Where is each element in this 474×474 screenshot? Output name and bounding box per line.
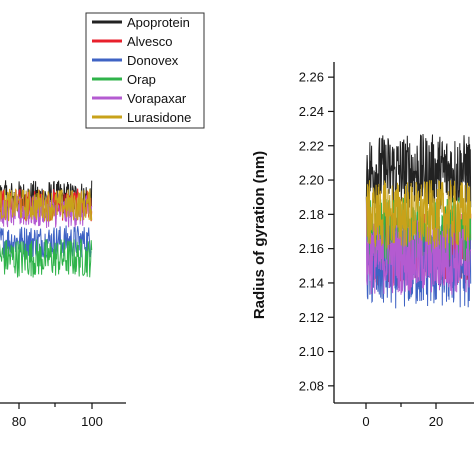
right-y-tick-label-2.26: 2.26 xyxy=(299,70,324,85)
right-series-group xyxy=(365,133,472,309)
right-chart: 2.08 2.10 2.12 2.14 2.16 2.18 2.20 2.22 2.24 2.26… xyxy=(251,62,474,429)
right-y-tick-label-2.08: 2.08 xyxy=(299,378,324,393)
legend: Apoprotein Alvesco Donovex Orap Vorapaxar Lur… xyxy=(85,12,205,129)
right-trace-lurasidone xyxy=(365,180,472,249)
right-y-axis-label: Radius of gyration (nm) xyxy=(251,151,268,319)
right-y-tick-label-2.20: 2.20 xyxy=(299,173,324,188)
left-trace-orap xyxy=(0,238,93,278)
right-y-tick-label-2.24: 2.24 xyxy=(299,104,324,119)
right-trace-vorapaxar xyxy=(365,196,472,295)
right-y-tick-label-2.16: 2.16 xyxy=(299,241,324,256)
legend-items: Apoprotein Alvesco Donovex Orap Vorapaxar Lur… xyxy=(92,15,191,125)
legend-label-apoprotein: Apoprotein xyxy=(127,15,190,30)
legend-label-vorapaxar: Vorapaxar xyxy=(127,91,187,106)
legend-label-alvesco: Alvesco xyxy=(127,34,173,49)
right-y-ticks: 2.08 2.10 2.12 2.14 2.16 2.18 2.20 2.22 2.24 2.26 xyxy=(299,70,334,393)
right-y-tick-label-2.14: 2.14 xyxy=(299,275,324,290)
left-chart: 80 100 xyxy=(0,180,126,429)
legend-label-orap: Orap xyxy=(127,72,156,87)
right-trace-apoprotein xyxy=(365,133,472,210)
right-x-tick-label-0: 0 xyxy=(362,414,369,429)
left-trace-donovex xyxy=(0,225,92,259)
left-x-tick-label-80: 80 xyxy=(12,414,26,429)
right-y-tick-label-2.18: 2.18 xyxy=(299,207,324,222)
right-y-tick-label-2.22: 2.22 xyxy=(299,138,324,153)
right-y-tick-label-2.12: 2.12 xyxy=(299,310,324,325)
left-x-tick-label-100: 100 xyxy=(81,414,103,429)
right-x-tick-label-20: 20 xyxy=(429,414,443,429)
left-trace-lurasidone xyxy=(0,188,93,222)
left-trace-apoprotein xyxy=(0,180,93,217)
left-series-group xyxy=(0,180,93,278)
right-y-tick-label-2.10: 2.10 xyxy=(299,344,324,359)
legend-label-lurasidone: Lurasidone xyxy=(127,110,191,125)
legend-label-donovex: Donovex xyxy=(127,53,179,68)
legend-box xyxy=(85,12,205,129)
